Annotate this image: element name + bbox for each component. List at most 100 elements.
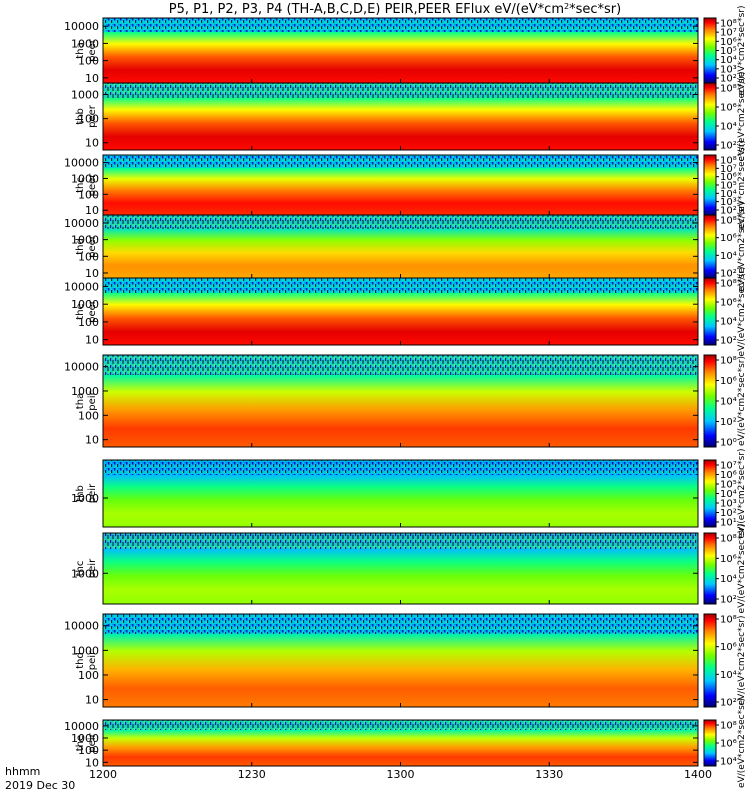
y-tick-label: 10 — [85, 334, 99, 347]
colorbar-tick-label: 10⁸ — [720, 534, 737, 545]
time-axis: 1200 1230 1300 1330 1400 — [89, 79, 712, 781]
panel-label-probe: thc — [75, 177, 86, 193]
y-tick-label: 1000 — [71, 492, 99, 505]
panel-thd-peir: 10 100 1000 10000 thd peir 10⁸ 10⁶ 10⁴ 10² eV/(eV*… — [64, 613, 747, 709]
y-tick-label: 10 — [85, 204, 99, 217]
panel-label-product: peer — [87, 234, 98, 258]
y-tick-label: 10000 — [64, 217, 99, 230]
colorbar-tick-label: 10⁴ — [720, 757, 737, 768]
noise-band — [103, 215, 698, 229]
colorbar-tick-label: 10² — [720, 269, 737, 280]
panel-label-product: peer — [87, 38, 98, 62]
y-tick-label: 10 — [85, 434, 99, 447]
colorbar-tick-label: 10⁰ — [720, 438, 737, 449]
colorbar — [703, 613, 717, 708]
y-tick-label: 10000 — [64, 720, 99, 733]
colorbar — [703, 277, 717, 346]
panel-label-product: peir — [87, 650, 98, 670]
y-tick-label: 10000 — [64, 20, 99, 33]
colorbar-tick-label: 10² — [720, 595, 737, 606]
colorbar-label: eV/(eV*cm2*sec*sr) — [737, 524, 747, 614]
colorbar — [703, 154, 717, 216]
colorbar-tick-label: 10⁶ — [720, 172, 737, 183]
colorbar-tick-label: 10⁶ — [720, 642, 737, 653]
colorbar-tick-label: 10⁶ — [720, 233, 737, 244]
colorbar — [703, 214, 717, 279]
colorbar-tick-label: 10⁴ — [720, 670, 737, 681]
colorbar-tick-label: 10² — [720, 336, 737, 347]
colorbar-tick-label: 10⁶ — [720, 470, 737, 481]
colorbar-label: eV/(eV*cm2*sec*sr) — [737, 6, 747, 96]
colorbar-tick-label: 10⁴ — [720, 122, 737, 133]
noise-band — [103, 278, 698, 293]
y-tick-label: 1000 — [71, 567, 99, 580]
colorbar-tick-label: 10⁷ — [720, 164, 737, 175]
x-tick-label: 1330 — [535, 768, 563, 781]
colorbar-tick-label: 10⁴ — [720, 317, 737, 328]
y-tick-label: 10 — [85, 694, 99, 707]
y-tick-label: 10000 — [64, 620, 99, 633]
colorbar-tick-label: 10⁴ — [720, 55, 737, 66]
colorbar-tick-label: 10⁶ — [720, 37, 737, 48]
panel-tha-peir: 10 100 1000 10000 tha peir 10⁸ 10⁶ 10⁴ 10² 10⁰ eV/(… — [64, 354, 747, 449]
figure-title: P5, P1, P2, P3, P4 (TH-A,B,C,D,E) PEIR,P… — [169, 2, 621, 17]
panel-label-product: peir — [87, 558, 98, 578]
y-tick-label: 100 — [78, 744, 99, 757]
y-tick-label: 100 — [78, 669, 99, 682]
colorbar-tick-label: 10⁸ — [720, 356, 737, 367]
colorbar-tick-label: 10⁸ — [720, 615, 737, 626]
y-tick-label: 10000 — [64, 157, 99, 170]
x-tick-label: 1230 — [238, 768, 266, 781]
noise-band — [103, 355, 698, 375]
noise-band — [103, 460, 698, 475]
colorbar-tick-label: 10² — [720, 417, 737, 428]
noise-band — [103, 83, 698, 98]
colorbar-tick-label: 10⁸ — [720, 19, 737, 30]
x-tick-label: 1400 — [684, 768, 712, 781]
colorbar-tick-label: 10⁴ — [720, 189, 737, 200]
colorbar — [703, 17, 717, 84]
panel-label-product: peer — [87, 104, 98, 128]
y-tick-label: 1000 — [71, 37, 99, 50]
colorbar-label: eV/(eV*cm2*sec*sr) — [737, 140, 747, 230]
panel-label-product: peir — [87, 390, 98, 410]
colorbar-label: eV/(eV*cm2*sec*sr) — [737, 202, 747, 292]
y-tick-label: 100 — [78, 316, 99, 329]
colorbar — [703, 532, 717, 605]
y-tick-label: 10000 — [64, 280, 99, 293]
y-tick-label: 10 — [85, 756, 99, 769]
colorbar-tick-label: 10⁵ — [720, 46, 737, 57]
colorbar-label: eV/(eV*cm2*sec*sr) — [737, 698, 747, 788]
y-tick-label: 10 — [85, 72, 99, 85]
time-label-date: 2019 Dec 30 — [5, 779, 75, 792]
panel-label-probe: the — [75, 735, 86, 751]
panel-label-probe: tha — [75, 42, 86, 58]
colorbar-tick-label: 10⁸ — [720, 279, 737, 290]
panel-label-probe: thd — [75, 238, 86, 255]
colorbar-label: eV/(eV*cm2*sec*sr) — [737, 356, 747, 446]
panel-label-probe: tha — [75, 393, 86, 409]
panel-label-probe: thb — [75, 108, 86, 125]
colorbar-tick-label: 10⁸ — [720, 156, 737, 167]
colorbar — [703, 82, 717, 151]
y-tick-label: 1000 — [71, 732, 99, 745]
colorbar-tick-label: 10⁶ — [720, 376, 737, 387]
colorbar — [703, 459, 717, 528]
noise-band — [103, 533, 698, 549]
noise-band — [103, 155, 698, 168]
colorbar-tick-label: 10⁶ — [720, 554, 737, 565]
colorbar-tick-label: 10⁷ — [720, 461, 737, 472]
y-tick-label: 1000 — [71, 385, 99, 398]
y-tick-label: 1000 — [71, 298, 99, 311]
y-tick-label: 100 — [78, 188, 99, 201]
panel-thb-peer: 10 100 1000 thb peer 10⁸ 10⁶ 10⁴ 10² eV/(eV*cm2*s… — [71, 72, 747, 162]
colorbar-tick-label: 10⁵ — [720, 181, 737, 192]
panel-label-product: peir — [87, 732, 98, 752]
panel-label-probe: the — [75, 303, 86, 319]
colorbar-label: eV/(eV*cm2*sec*sr) — [737, 72, 747, 162]
x-tick-label: 1300 — [387, 768, 415, 781]
